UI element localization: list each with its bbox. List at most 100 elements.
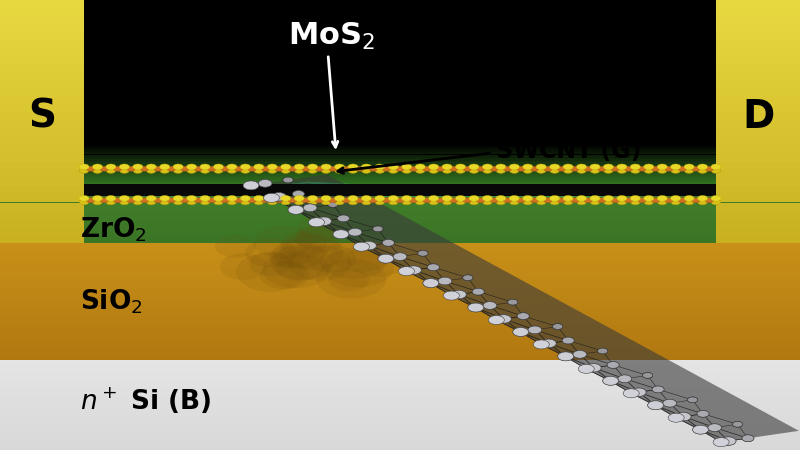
- Circle shape: [86, 198, 95, 202]
- Circle shape: [418, 250, 428, 256]
- Circle shape: [451, 290, 466, 299]
- Bar: [0, 436, 800, 438]
- Circle shape: [271, 193, 286, 201]
- Bar: [716, 146, 800, 154]
- Circle shape: [598, 348, 608, 354]
- Text: S: S: [28, 98, 56, 136]
- Bar: [0, 16, 800, 20]
- Circle shape: [92, 164, 102, 170]
- Bar: [0, 259, 800, 261]
- Circle shape: [119, 195, 130, 201]
- Bar: [0, 148, 800, 151]
- Bar: [0, 131, 800, 134]
- Circle shape: [393, 253, 406, 261]
- Bar: [0, 440, 800, 441]
- Circle shape: [665, 198, 674, 202]
- Bar: [0, 60, 800, 63]
- Circle shape: [186, 199, 196, 205]
- Bar: [0, 134, 800, 137]
- Circle shape: [476, 198, 485, 202]
- Text: D: D: [742, 98, 774, 136]
- Circle shape: [455, 195, 466, 201]
- Bar: [0, 428, 800, 429]
- Bar: [0, 8, 800, 12]
- Circle shape: [476, 166, 485, 171]
- Bar: [0, 354, 800, 356]
- Bar: [0, 388, 800, 390]
- Circle shape: [258, 180, 272, 187]
- Bar: [0, 256, 800, 259]
- Circle shape: [418, 250, 428, 256]
- Circle shape: [562, 337, 574, 344]
- Circle shape: [362, 168, 371, 173]
- Circle shape: [462, 275, 473, 281]
- Bar: [0, 358, 800, 360]
- Circle shape: [334, 164, 345, 170]
- Circle shape: [281, 164, 290, 170]
- Bar: [0, 392, 800, 393]
- Circle shape: [472, 288, 484, 295]
- Circle shape: [624, 166, 633, 171]
- Bar: [0, 446, 800, 447]
- Bar: [0, 146, 800, 150]
- Circle shape: [442, 195, 452, 201]
- Circle shape: [348, 195, 358, 201]
- Bar: [716, 81, 800, 89]
- Circle shape: [510, 199, 519, 205]
- Circle shape: [329, 198, 337, 202]
- Circle shape: [536, 199, 546, 205]
- Circle shape: [684, 168, 694, 173]
- Circle shape: [329, 166, 337, 171]
- Bar: [0, 105, 800, 108]
- Circle shape: [586, 364, 601, 372]
- Circle shape: [382, 198, 391, 202]
- Circle shape: [563, 199, 573, 205]
- Circle shape: [665, 166, 674, 171]
- Bar: [716, 97, 800, 105]
- Circle shape: [534, 340, 550, 349]
- Circle shape: [261, 198, 270, 202]
- Circle shape: [577, 195, 586, 201]
- Circle shape: [721, 437, 736, 445]
- Bar: [716, 0, 800, 4]
- Circle shape: [711, 195, 721, 201]
- Circle shape: [638, 198, 646, 202]
- Circle shape: [271, 193, 286, 201]
- Circle shape: [602, 376, 618, 385]
- Bar: [0, 130, 800, 134]
- Circle shape: [523, 199, 533, 205]
- Circle shape: [334, 168, 344, 173]
- Bar: [0, 153, 800, 154]
- Circle shape: [438, 277, 452, 285]
- Circle shape: [406, 266, 422, 274]
- Bar: [0, 159, 800, 161]
- Circle shape: [303, 204, 317, 211]
- Circle shape: [320, 241, 387, 279]
- Circle shape: [676, 413, 691, 421]
- Circle shape: [422, 198, 431, 202]
- Circle shape: [79, 164, 89, 170]
- Bar: [0, 255, 800, 256]
- Circle shape: [243, 181, 259, 190]
- Circle shape: [570, 166, 579, 171]
- Circle shape: [106, 168, 116, 173]
- Bar: [716, 40, 800, 49]
- Circle shape: [220, 253, 267, 280]
- Circle shape: [302, 166, 310, 171]
- Circle shape: [307, 195, 318, 201]
- Circle shape: [423, 279, 438, 288]
- Circle shape: [321, 195, 331, 201]
- Circle shape: [450, 198, 458, 202]
- Circle shape: [598, 166, 606, 171]
- Circle shape: [631, 388, 646, 396]
- Circle shape: [373, 226, 383, 232]
- Circle shape: [483, 302, 497, 309]
- Circle shape: [207, 166, 216, 171]
- Circle shape: [429, 168, 438, 173]
- Circle shape: [536, 195, 546, 201]
- Bar: [0, 274, 800, 276]
- Circle shape: [423, 279, 438, 288]
- Bar: [0, 276, 800, 278]
- Bar: [0, 145, 800, 148]
- Circle shape: [648, 401, 663, 410]
